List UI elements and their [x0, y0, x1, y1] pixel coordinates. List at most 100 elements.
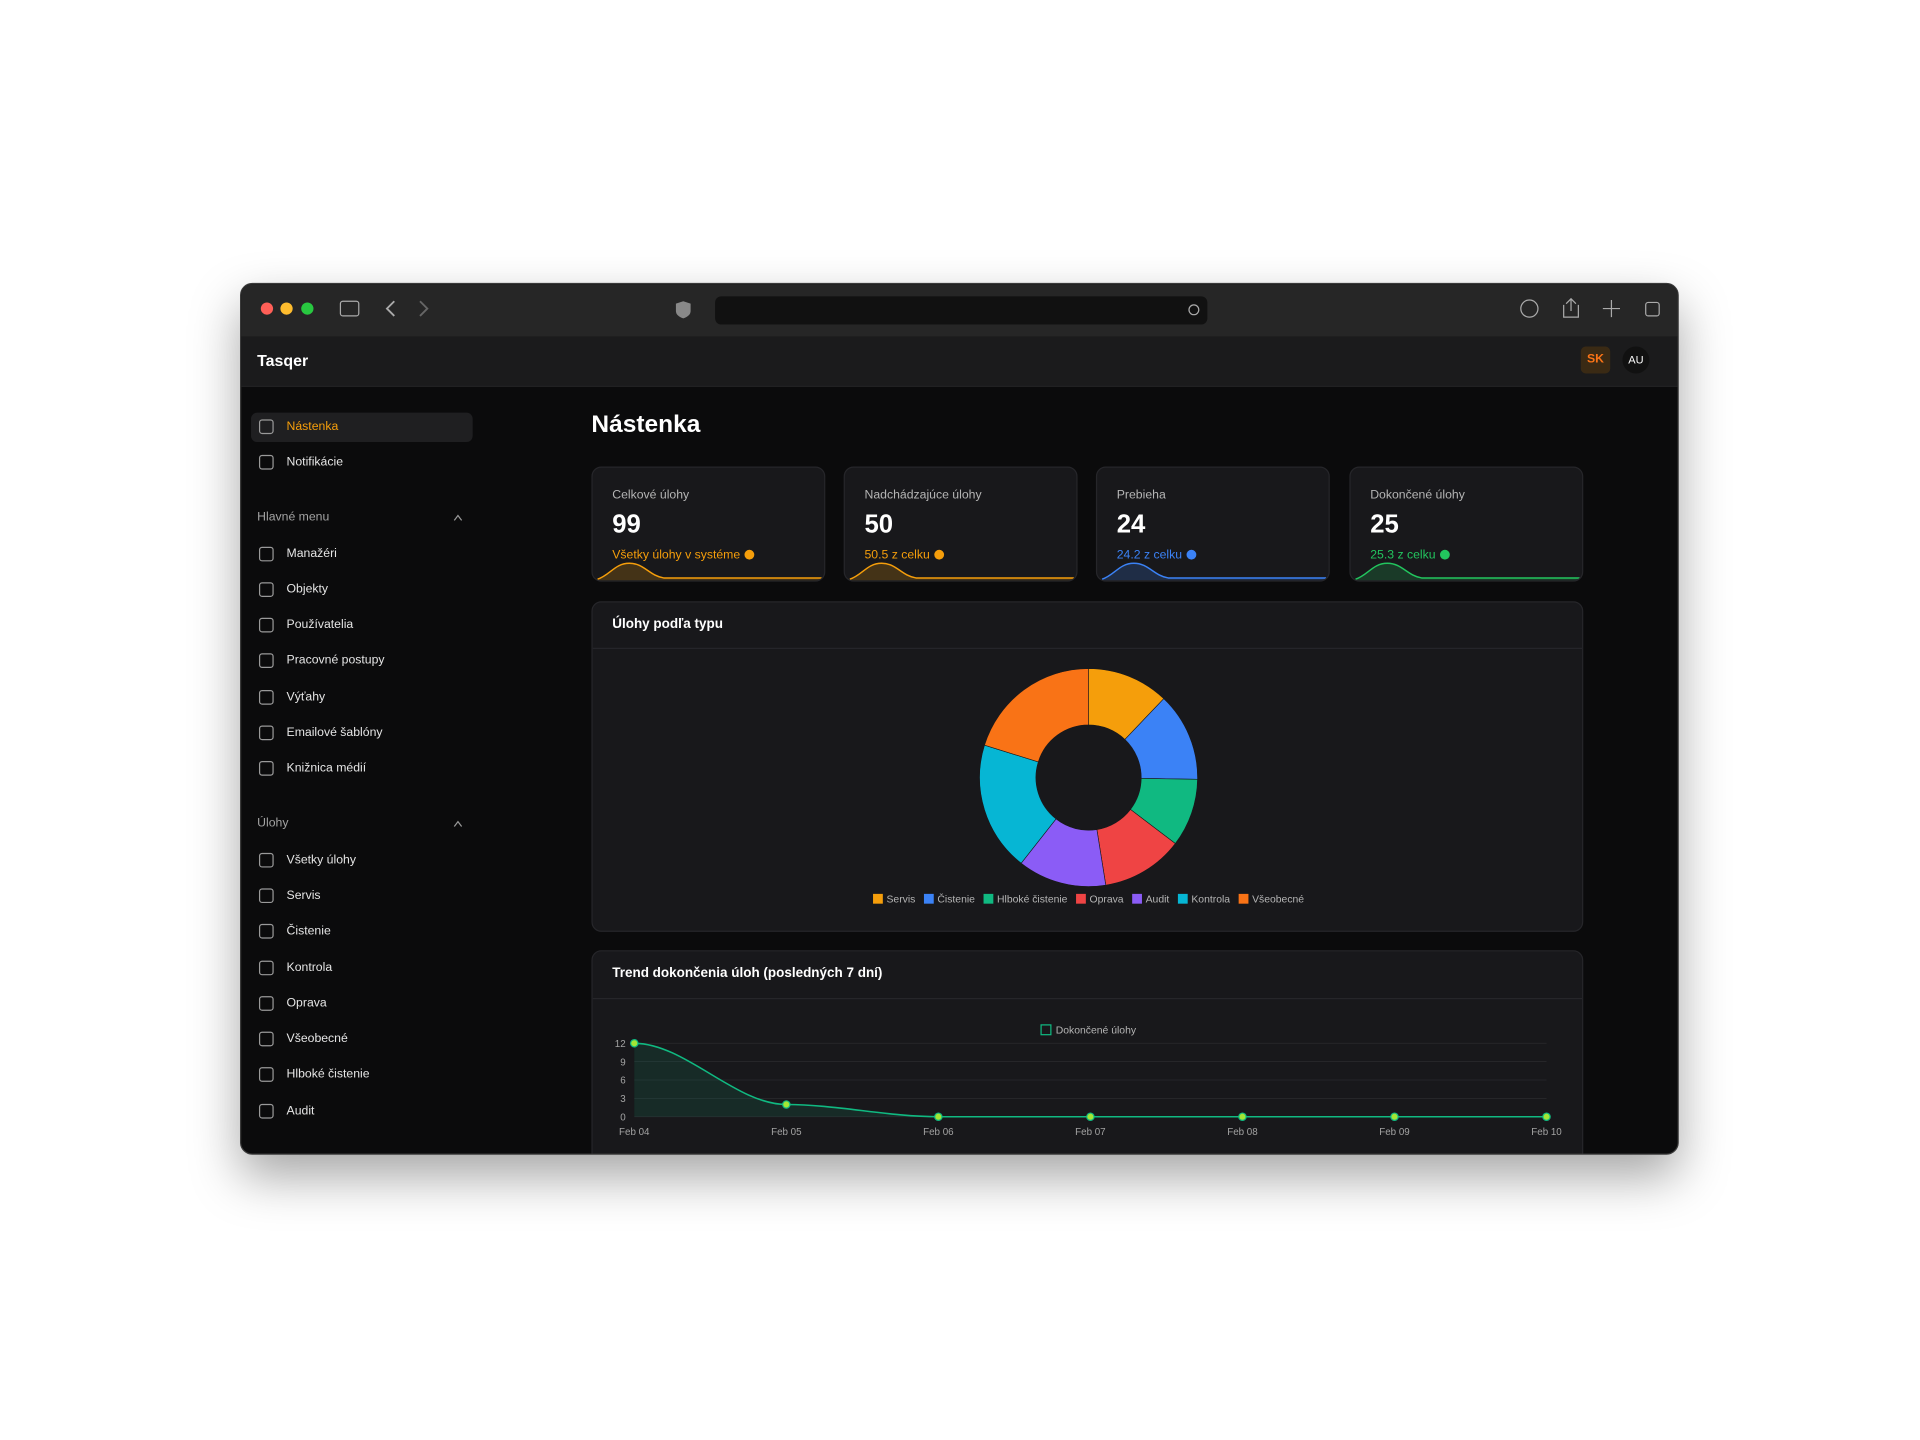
sidebar-toggle[interactable] — [339, 300, 360, 317]
menu-label: Knižnica médií — [286, 762, 367, 776]
share-button[interactable] — [1563, 297, 1579, 318]
menu-item[interactable]: Emailové šablóny — [241, 715, 485, 751]
menu-item[interactable]: Objekty — [241, 572, 485, 608]
icon-shape — [258, 725, 274, 741]
menu-item[interactable]: Oprava — [241, 986, 485, 1022]
menu-item[interactable]: Používatelia — [241, 608, 485, 644]
menu-item[interactable]: Hlboké čistenie — [241, 1057, 485, 1093]
line-point — [1390, 1112, 1399, 1122]
privacy-icon[interactable] — [675, 301, 691, 319]
page-title: Nástenka — [591, 411, 701, 439]
card-title: Úlohy podľa typu — [612, 617, 723, 632]
note-text: 50.5 z celku — [864, 548, 930, 563]
close-button[interactable] — [260, 302, 274, 315]
menu-item[interactable]: Kontrola — [241, 950, 485, 986]
stat-value: 50 — [864, 510, 894, 539]
legend-swatch — [923, 893, 934, 904]
stat-card: Nadchádzajúce úlohy 50 50.5 z celku — [843, 466, 1078, 582]
line-point — [934, 1112, 943, 1122]
menu-label: Nástenka — [286, 420, 339, 434]
note-text: Všetky úlohy v systéme — [612, 548, 741, 563]
note-icon — [934, 549, 945, 560]
minimize-button[interactable] — [280, 302, 293, 315]
menu-item[interactable]: Audit — [241, 1093, 485, 1129]
note-text: 24.2 z celku — [1116, 548, 1183, 563]
menu-item[interactable]: Pracovné postupy — [241, 643, 485, 679]
legend-label: Audit — [1146, 894, 1170, 905]
browser-window: Tasqer SK AU Nástenka Notifikácie Hlavné m… — [240, 282, 1679, 1155]
line-chart: 0 3 6 9 12 Feb 04 Feb 05 Feb 06 Feb 07 Feb 08 Feb … — [615, 1024, 1562, 1138]
menu-icon — [258, 888, 274, 903]
menu-label: Všetky úlohy — [286, 853, 356, 867]
stat-title: Celkové úlohy — [612, 488, 690, 503]
legend-label: Dokončené úlohy — [1056, 1025, 1137, 1036]
legend-label: Hlboké čistenie — [997, 894, 1068, 905]
legend-swatch — [1132, 893, 1142, 904]
menu-label: Všeobecné — [286, 1032, 348, 1046]
chevron — [453, 821, 463, 828]
y-tick-label: 3 — [620, 1094, 626, 1105]
x-tick-label: Feb 05 — [771, 1127, 802, 1138]
menu-label: Používatelia — [286, 618, 354, 633]
section-title: Úlohy — [257, 817, 289, 831]
menu-icon — [258, 761, 274, 777]
user-avatar[interactable]: AU — [1622, 346, 1650, 374]
stat-title: Prebieha — [1116, 488, 1166, 503]
menu-item[interactable]: Notifikácie — [241, 445, 485, 481]
tabs-button[interactable] — [1645, 301, 1660, 317]
back-button[interactable] — [385, 300, 395, 317]
legend-swatch — [873, 893, 883, 904]
forward-button[interactable] — [419, 300, 429, 317]
icon-shape — [258, 761, 274, 777]
icon-shape — [258, 582, 274, 597]
menu-label: Oprava — [286, 996, 327, 1010]
menu-item[interactable]: Servis — [241, 878, 485, 914]
reload-button[interactable] — [1188, 304, 1200, 316]
app-name[interactable]: Tasqer — [257, 351, 309, 370]
new-tab-button[interactable] — [1602, 300, 1621, 318]
sparkline — [849, 562, 1074, 581]
separator — [592, 997, 1583, 1000]
menu-label: Výťahy — [286, 690, 326, 704]
icon-shape — [258, 995, 274, 1011]
note-icon — [1440, 549, 1451, 560]
icon-shape — [258, 1067, 274, 1083]
menu-icon — [258, 1103, 274, 1119]
menu-label: Manažéri — [286, 546, 337, 561]
icon-shape — [258, 455, 274, 470]
stat-note: Všetky úlohy v systéme — [612, 549, 755, 562]
menu-item[interactable]: Výťahy — [241, 679, 485, 715]
sparkline-area — [1355, 563, 1580, 581]
stat-title: Dokončené úlohy — [1370, 488, 1465, 503]
menu-icon — [258, 419, 274, 435]
stat-title: Nadchádzajúce úlohy — [864, 488, 982, 503]
menu-icon — [258, 689, 274, 705]
line-card: Trend dokončenia úloh (posledných 7 dní)… — [591, 950, 1584, 1154]
icon-shape — [258, 546, 274, 561]
stat-value: 25 — [1370, 510, 1399, 539]
sparkline — [1101, 562, 1327, 581]
legend-swatch — [1238, 893, 1249, 904]
menu-item[interactable]: Nástenka — [241, 409, 485, 445]
address-bar[interactable] — [715, 296, 1208, 325]
menu-item[interactable]: Čistenie — [241, 914, 485, 950]
menu-item[interactable]: Všeobecné — [241, 1021, 485, 1057]
line-point — [1238, 1112, 1247, 1122]
menu-icon — [258, 995, 274, 1011]
menu-item[interactable]: Všetky úlohy — [241, 842, 485, 878]
menu-icon — [258, 725, 274, 741]
zoom-button[interactable] — [301, 302, 314, 315]
section-header[interactable]: Úlohy — [241, 806, 485, 842]
icon-shape — [258, 1103, 274, 1119]
language-button[interactable]: SK — [1580, 346, 1611, 374]
menu-item[interactable]: Manažéri — [241, 536, 485, 572]
downloads-button[interactable] — [1520, 299, 1539, 318]
pie-slice — [984, 668, 1089, 763]
legend-swatch — [1076, 893, 1086, 904]
sparkline-area — [1102, 563, 1327, 581]
section-header[interactable]: Hlavné menu — [241, 500, 485, 536]
menu-item[interactable]: Knižnica médií — [241, 751, 485, 787]
legend: Servis Čistenie Hlboké čistenie Oprava Audit… — [873, 892, 1304, 905]
